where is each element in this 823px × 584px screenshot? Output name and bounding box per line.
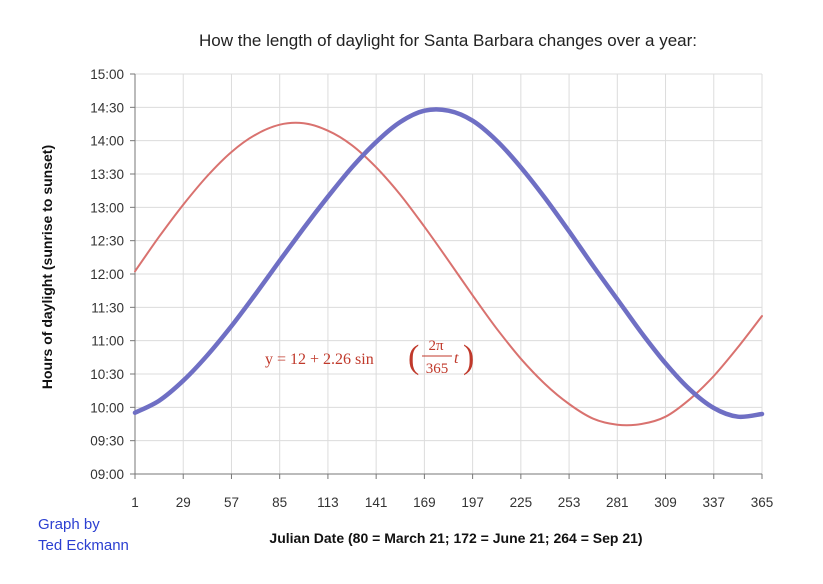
equation-left-paren: (	[408, 339, 419, 376]
x-tick-label: 169	[413, 495, 436, 510]
credit-line-1: Graph by	[38, 516, 100, 533]
equation-annotation: y = 12 + 2.26 sin ( 2π 365 t )	[265, 338, 474, 377]
y-tick-label: 11:30	[91, 300, 124, 315]
equation-numerator: 2π	[428, 338, 444, 354]
y-tick-label: 13:30	[90, 167, 124, 182]
y-tick-label: 12:00	[90, 267, 124, 282]
y-tick-label: 14:30	[90, 100, 124, 115]
y-tick-label: 11:00	[91, 334, 124, 349]
y-tick-label: 09:00	[90, 467, 124, 482]
x-tick-label: 1	[131, 495, 139, 510]
y-tick-label: 12:30	[90, 234, 124, 249]
y-tick-label: 10:00	[90, 400, 124, 415]
x-tick-label: 225	[510, 495, 533, 510]
y-tick-label: 13:00	[90, 200, 124, 215]
x-tick-label: 365	[751, 495, 774, 510]
series-layer	[132, 107, 765, 427]
y-tick-label: 15:00	[90, 67, 124, 82]
equation-denominator: 365	[426, 361, 449, 377]
equation-variable: t	[454, 350, 459, 367]
y-tick-label: 10:30	[90, 367, 124, 382]
x-tick-label: 29	[176, 495, 191, 510]
x-tick-label: 197	[461, 495, 484, 510]
credit-line-2: Ted Eckmann	[38, 537, 129, 554]
x-tick-label: 253	[558, 495, 581, 510]
graph-credit: Graph by Ted Eckmann	[38, 514, 129, 556]
x-tick-labels: 1 29 57 85 113 141 169 197 225 253 281 309 337 365	[131, 495, 773, 510]
y-tick-labels: 09:00 09:30 10:00 10:30 11:00 11:30 12:00 12:30…	[90, 67, 124, 482]
x-tick-label: 113	[317, 495, 339, 510]
x-tick-label: 309	[654, 495, 677, 510]
grid	[134, 73, 763, 475]
observed-daylight-line	[132, 107, 765, 420]
y-axis-label: Hours of daylight (sunrise to sunset)	[39, 145, 55, 389]
fitted-sine-line	[134, 121, 763, 427]
chart-title: How the length of daylight for Santa Bar…	[199, 31, 697, 50]
x-tick-label: 281	[606, 495, 629, 510]
x-axis-label: Julian Date (80 = March 21; 172 = June 2…	[269, 530, 642, 546]
x-tick-label: 57	[224, 495, 239, 510]
equation-prefix: y = 12 + 2.26 sin	[265, 351, 374, 368]
axes	[130, 73, 763, 479]
x-tick-label: 141	[365, 495, 388, 510]
x-tick-label: 337	[703, 495, 726, 510]
y-tick-label: 14:00	[90, 134, 124, 149]
equation-right-paren: )	[463, 339, 474, 376]
x-tick-label: 85	[272, 495, 287, 510]
y-tick-label: 09:30	[90, 434, 124, 449]
